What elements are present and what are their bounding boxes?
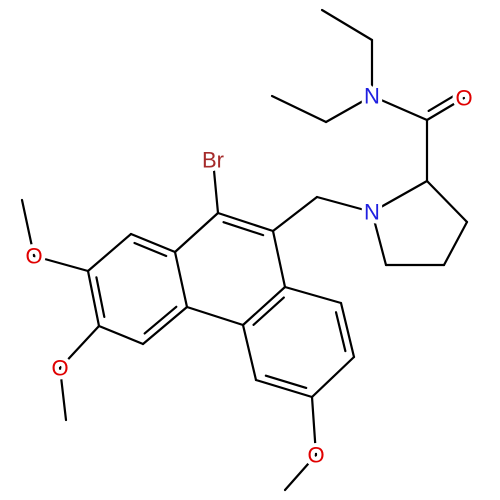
bond [370,210,388,267]
bond [270,94,328,124]
bond [370,94,429,122]
atom-label: Br [202,148,224,173]
bond [86,269,101,328]
bond [241,323,258,382]
bond [320,8,374,42]
bond [173,250,189,309]
atom-label: O [307,443,324,468]
bond [20,198,36,258]
bond [334,311,347,353]
atom-label: N [364,200,380,225]
bond [315,195,374,214]
bond [324,94,374,124]
atom-label: N [364,84,380,109]
bond [143,305,178,335]
bond [370,179,429,214]
bond [425,179,469,224]
bond [185,305,245,327]
bond [310,395,318,457]
bond [271,195,319,233]
bond [222,221,265,237]
bond [339,301,356,359]
bond [241,285,287,327]
bond [97,324,145,346]
bond [211,158,220,215]
bond [86,232,133,273]
bond [32,254,90,273]
bond [129,232,177,254]
bond [252,296,285,326]
bond [254,378,314,399]
bond [58,366,68,422]
bond [216,211,275,233]
atom-label: O [25,244,42,269]
bond [442,220,469,267]
bond [283,285,343,305]
bond [58,324,101,370]
bond [95,276,106,319]
bond [141,305,189,346]
bond [264,374,308,390]
bond [425,96,466,122]
bond [427,93,457,113]
bond [173,211,220,254]
atom-label: O [51,356,68,381]
bond [271,229,287,289]
atom-label: O [455,86,472,111]
bond [133,241,168,258]
bond [283,453,318,492]
bond [310,355,356,399]
